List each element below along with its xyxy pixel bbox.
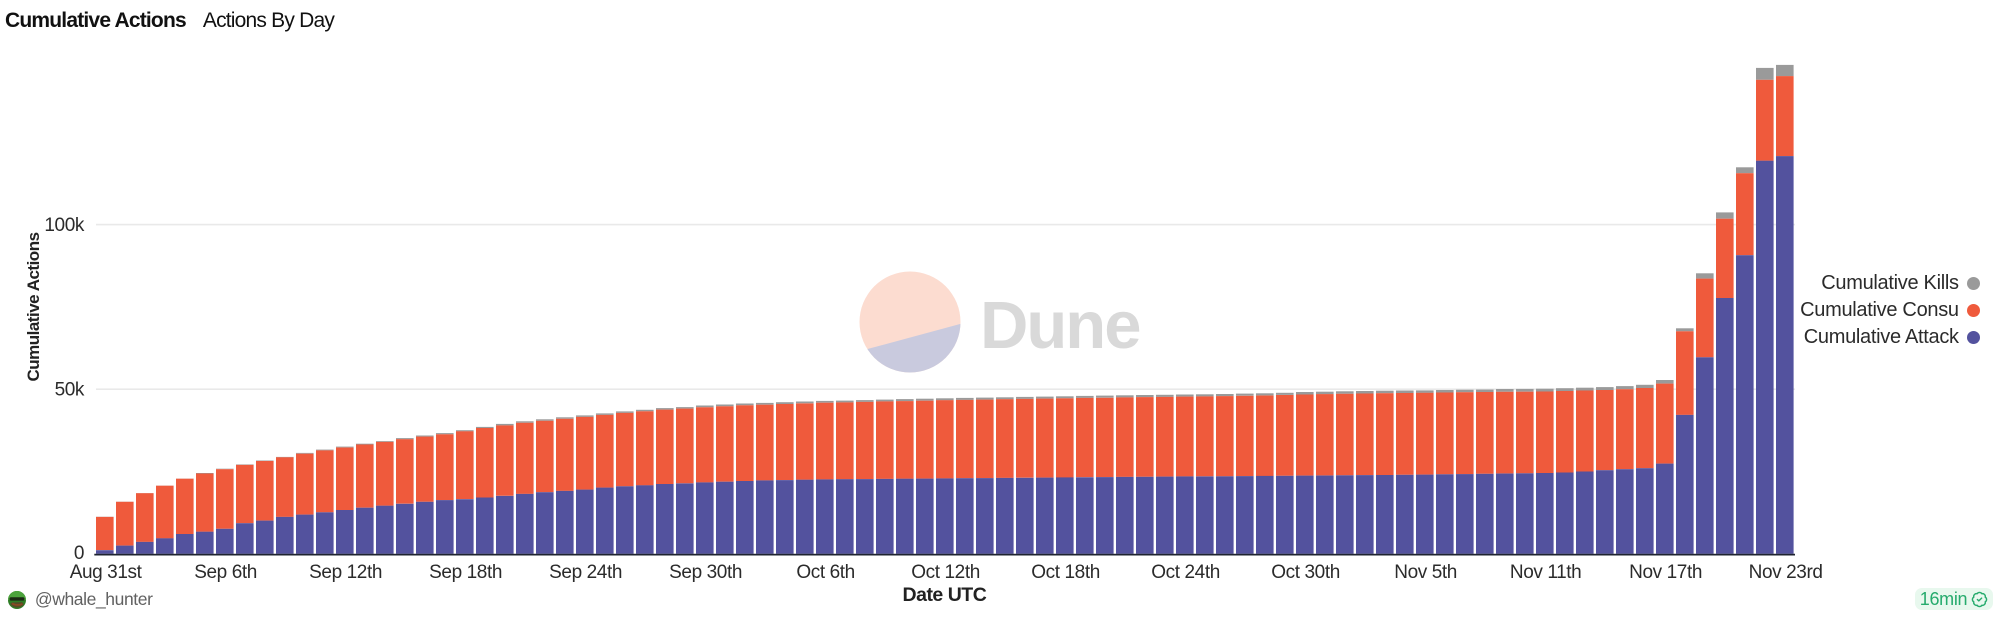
svg-text:Nov 17th: Nov 17th [1629, 562, 1702, 583]
svg-text:Cumulative Actions: Cumulative Actions [24, 232, 43, 381]
svg-text:Sep 12th: Sep 12th [309, 562, 382, 583]
svg-text:Oct 30th: Oct 30th [1271, 562, 1340, 583]
svg-text:Nov 11th: Nov 11th [1510, 562, 1581, 583]
svg-text:Oct 6th: Oct 6th [796, 562, 854, 583]
svg-text:Aug 31st: Aug 31st [70, 562, 143, 583]
svg-text:Nov 5th: Nov 5th [1394, 562, 1457, 583]
svg-text:Dune: Dune [980, 288, 1140, 363]
svg-text:Nov 23rd: Nov 23rd [1749, 562, 1823, 583]
svg-text:Sep 24th: Sep 24th [549, 562, 622, 583]
svg-text:100k: 100k [44, 215, 85, 236]
svg-text:50k: 50k [55, 380, 85, 401]
svg-text:Oct 24th: Oct 24th [1151, 562, 1220, 583]
svg-text:Oct 12th: Oct 12th [911, 562, 980, 583]
svg-text:0: 0 [74, 543, 84, 564]
svg-text:Sep 30th: Sep 30th [669, 562, 742, 583]
svg-text:Oct 18th: Oct 18th [1031, 562, 1100, 583]
svg-text:Sep 6th: Sep 6th [194, 562, 257, 583]
svg-text:Sep 18th: Sep 18th [429, 562, 502, 583]
svg-text:Date UTC: Date UTC [903, 584, 987, 606]
